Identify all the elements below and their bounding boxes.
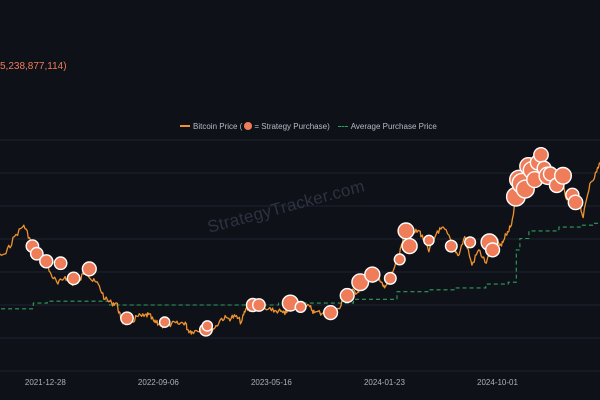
- grid-lines: [0, 139, 600, 372]
- x-tick-label: 2022-09-06: [138, 378, 179, 387]
- purchase-marker[interactable]: [294, 300, 307, 314]
- purchase-marker[interactable]: [567, 194, 584, 211]
- purchase-marker[interactable]: [158, 316, 171, 328]
- purchase-marker[interactable]: [201, 320, 214, 332]
- legend-price-label-start: Bitcoin Price (: [193, 121, 243, 131]
- purchase-marker[interactable]: [383, 271, 397, 285]
- purchase-dot-icon: [244, 122, 253, 130]
- purchase-marker[interactable]: [364, 266, 381, 283]
- average-purchase-price-line: [0, 222, 600, 310]
- chart-subtitle: 5,238,877,114): [0, 61, 67, 72]
- purchase-markers-layer: [25, 146, 584, 337]
- x-axis: 2021-12-28 2022-09-06 2023-05-16 2024-01-23…: [25, 378, 519, 387]
- purchase-marker[interactable]: [554, 166, 573, 185]
- legend-price-label-end: = Strategy Purchase): [254, 121, 330, 131]
- purchase-marker[interactable]: [29, 246, 44, 261]
- purchase-marker[interactable]: [66, 271, 81, 286]
- purchase-marker[interactable]: [39, 254, 54, 269]
- purchase-marker[interactable]: [444, 239, 458, 253]
- purchase-marker[interactable]: [423, 234, 435, 247]
- purchase-marker[interactable]: [351, 273, 370, 292]
- purchase-marker[interactable]: [251, 298, 266, 312]
- legend-item-average-price[interactable]: Average Purchase Price: [337, 121, 437, 131]
- purchase-marker[interactable]: [339, 287, 355, 304]
- purchase-marker[interactable]: [323, 305, 339, 321]
- bitcoin-price-swatch: [180, 125, 190, 127]
- average-price-layer: [0, 222, 600, 310]
- purchase-marker[interactable]: [120, 311, 134, 326]
- x-tick-label: 2024-01-23: [364, 378, 405, 387]
- purchase-marker[interactable]: [393, 253, 406, 266]
- average-price-swatch: [337, 125, 348, 127]
- x-tick-label: 2023-05-16: [251, 378, 292, 387]
- legend-average-label: Average Purchase Price: [350, 121, 437, 131]
- purchase-marker[interactable]: [485, 242, 501, 258]
- purchase-marker[interactable]: [53, 256, 68, 271]
- purchase-marker[interactable]: [533, 146, 549, 163]
- purchase-marker[interactable]: [81, 261, 97, 277]
- legend: Bitcoin Price ( = Strategy Purchase) Ave…: [180, 120, 437, 132]
- purchase-marker[interactable]: [397, 222, 415, 240]
- x-tick-label: 2024-10-01: [477, 378, 518, 387]
- x-tick-label: 2021-12-28: [25, 378, 66, 387]
- purchase-marker[interactable]: [464, 236, 477, 249]
- purchase-marker[interactable]: [401, 237, 418, 255]
- legend-item-bitcoin-price[interactable]: Bitcoin Price ( = Strategy Purchase): [180, 122, 330, 131]
